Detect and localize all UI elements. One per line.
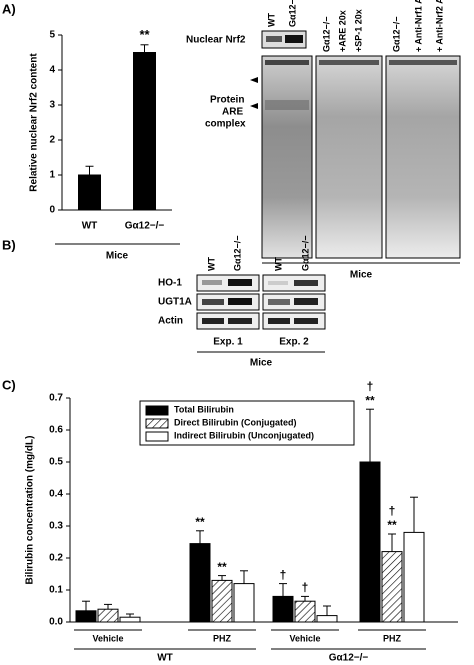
bar [97, 608, 119, 623]
bar [381, 551, 403, 623]
legend-label: Total Bilirubin [174, 404, 234, 414]
y-tick-label: 3 [49, 100, 55, 111]
bar [316, 615, 338, 623]
y-tick-label: 0.0 [49, 617, 63, 628]
x-tick-label: PHZ [383, 633, 402, 643]
bar [403, 531, 425, 623]
legend-label: Indirect Bilirubin (Unconjugated) [174, 430, 314, 440]
row-label: Actin [158, 316, 183, 327]
blot-label: complex [205, 119, 246, 130]
lane-label: WT [206, 257, 216, 271]
gel [261, 55, 313, 259]
lane-label: + Anti-Nrf2 Ab [434, 0, 444, 52]
blot-label: ARE [222, 107, 243, 118]
annotation: † [302, 581, 309, 595]
blot-b [196, 274, 326, 330]
gel [385, 55, 461, 259]
band [266, 36, 282, 42]
arrow [250, 77, 258, 83]
x-axis-label: Mice [106, 251, 129, 262]
experiment-label: Exp. 2 [279, 337, 309, 348]
blot-label: Nuclear Nrf2 [186, 35, 246, 46]
legend-label: Direct Bilirubin (Conjugated) [174, 417, 297, 427]
bar [75, 610, 97, 623]
x-tick-label: Vehicle [92, 633, 123, 643]
experiment-label: Exp. 1 [213, 337, 243, 348]
legend-swatch [145, 405, 169, 416]
x-tick-label: PHZ [213, 633, 232, 643]
bar [233, 583, 255, 623]
x-tick-label: Vehicle [289, 633, 320, 643]
bar [359, 461, 381, 623]
y-tick-label: 0.4 [49, 489, 63, 500]
y-tick-label: 0.2 [49, 553, 63, 564]
row-label: UGT1A [158, 297, 192, 308]
band [285, 35, 303, 43]
annotation: ** [195, 515, 205, 529]
row-label: HO-1 [158, 278, 182, 289]
annotation: † [367, 379, 374, 393]
panel-label: B) [2, 237, 16, 252]
x-axis-label: Mice [350, 270, 373, 281]
group-label: WT [157, 653, 173, 664]
lane-label: Gα12−/− [391, 16, 401, 52]
legend-box [139, 400, 355, 446]
bar [78, 174, 101, 211]
bar [119, 616, 141, 623]
legend-swatch [145, 418, 169, 429]
y-tick-label: 0.6 [49, 425, 63, 436]
annotation: ** [387, 518, 397, 532]
annotation: ** [365, 393, 375, 407]
y-tick-label: 0.3 [49, 521, 63, 532]
lane-label: +ARE 20x [337, 10, 347, 52]
band [265, 100, 309, 110]
legend-swatch [145, 431, 169, 442]
y-tick-label: 0.1 [49, 585, 63, 596]
y-tick-label: 5 [49, 30, 55, 41]
y-tick-label: 0 [49, 205, 55, 216]
group-label: Gα12−/− [329, 653, 369, 664]
x-tick-label: Gα12−/− [125, 221, 165, 232]
gel [315, 55, 383, 259]
bar [133, 52, 156, 211]
lane-label: Gα12−/− [300, 235, 310, 271]
lane-label: WT [266, 13, 276, 27]
lane-label: Gα12−/− [287, 0, 297, 27]
y-tick-label: 2 [49, 135, 55, 146]
bar [189, 543, 211, 623]
y-tick-label: 4 [49, 65, 55, 76]
band [319, 60, 379, 65]
annotation: † [280, 568, 287, 582]
band [389, 60, 457, 65]
y-tick-label: 0.7 [49, 393, 63, 404]
y-tick-label: 1 [49, 170, 55, 181]
bar [211, 579, 233, 623]
lane-label: Gα12−/− [321, 16, 331, 52]
y-axis-label: Relative nuclear Nrf2 content [29, 53, 40, 192]
annotation: ** [139, 27, 150, 42]
y-axis-label: Bilirubin concentration (mg/dL) [25, 436, 36, 585]
panel-label: C) [2, 377, 16, 392]
lane-label: Gα12−/− [232, 235, 242, 271]
arrow [250, 103, 258, 109]
annotation: ** [217, 560, 227, 574]
x-axis-label: Mice [250, 358, 273, 369]
panel-label: A) [2, 1, 16, 16]
band [265, 60, 309, 65]
lane-label: +SP-1 20x [353, 9, 363, 52]
x-tick-label: WT [82, 221, 98, 232]
lane-label: WT [273, 257, 283, 271]
blot-label: Protein [210, 95, 244, 106]
y-tick-label: 0.5 [49, 457, 63, 468]
annotation: † [389, 504, 396, 518]
lane-label: + Anti-Nrf1 Ab [413, 0, 423, 52]
bar [272, 595, 294, 623]
bar [294, 600, 316, 623]
